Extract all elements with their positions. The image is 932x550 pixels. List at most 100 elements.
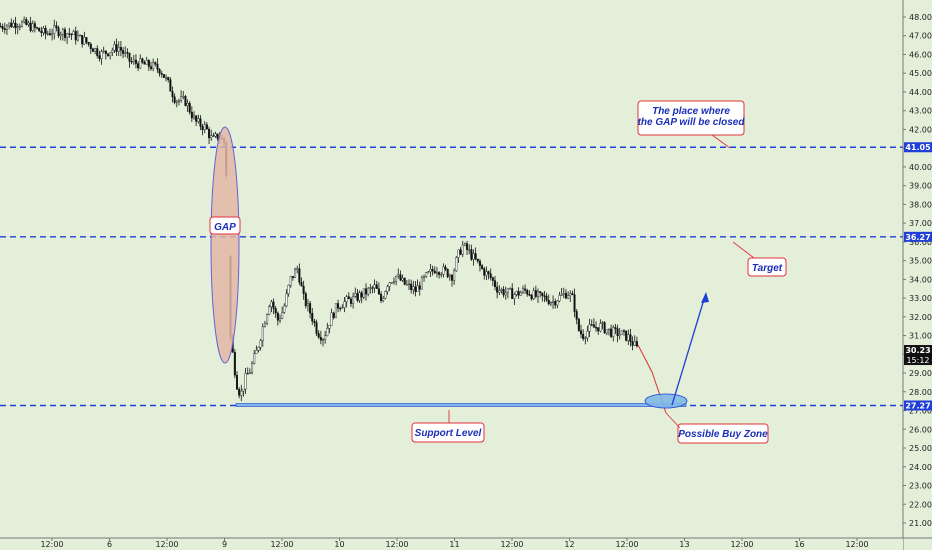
candle-body (72, 31, 75, 35)
level-price-label: 41.05 (905, 143, 931, 152)
candle-body (5, 25, 8, 31)
candle-body (440, 273, 443, 276)
annotations[interactable]: GAP Target Support Level Possible Buy Zone T… (209, 100, 787, 444)
time-tick-label: 12:00 (40, 540, 63, 549)
price-tick-label: 29.00 (909, 369, 932, 378)
candle-body (85, 37, 88, 43)
candle-body (446, 268, 449, 278)
candle-body (472, 253, 475, 260)
time-tick-label: 9 (222, 540, 227, 549)
candle-body (96, 48, 99, 56)
target-label[interactable]: Target (747, 257, 787, 277)
time-tick-label: 12:00 (730, 540, 753, 549)
candle-body (466, 243, 469, 250)
candle-body (330, 312, 333, 326)
candle-body (380, 293, 383, 301)
candle-body (433, 270, 436, 274)
candle-body (38, 27, 41, 32)
candle-body (255, 350, 258, 355)
candle-body (612, 327, 615, 337)
candle-body (102, 50, 105, 52)
candle-body (478, 260, 481, 266)
gap-close-note-text: the GAP will be closed (638, 117, 746, 128)
candle-body (147, 60, 150, 67)
candle-body (12, 22, 15, 28)
candle-body (528, 294, 531, 296)
candle-body (261, 326, 264, 341)
candle-body (451, 275, 454, 281)
price-tick-label: 28.00 (909, 388, 932, 397)
candle-body (83, 37, 86, 45)
candle-body (491, 277, 494, 281)
gap-label[interactable]: GAP (209, 216, 241, 235)
candle-body (519, 292, 522, 296)
price-axis[interactable]: 48.0047.0046.0045.0044.0043.0042.0041.00… (903, 13, 932, 528)
price-tick-label: 33.00 (909, 294, 932, 303)
candle-body (199, 118, 202, 127)
candle-body (160, 73, 163, 75)
support-label[interactable]: Support Level (411, 422, 485, 443)
candle-body (100, 51, 103, 59)
level-price-tag (904, 142, 932, 153)
candle-body (289, 276, 292, 286)
candle-body (311, 312, 314, 322)
candle-body (304, 293, 307, 307)
candle-body (74, 31, 77, 41)
level-price-tag (904, 231, 932, 242)
time-tick-label: 13 (679, 540, 689, 549)
projection-arrow-head (701, 292, 709, 303)
candle-body (79, 35, 82, 37)
candle-body (46, 33, 49, 35)
gap-label-box (209, 216, 241, 235)
gap-ellipse[interactable] (210, 126, 240, 364)
candle-body (122, 50, 125, 54)
candle-body (216, 133, 219, 139)
candle-body (317, 333, 320, 338)
candle-body (532, 290, 535, 300)
candle-body (614, 327, 617, 329)
candle-body (263, 322, 266, 328)
candle-body (399, 274, 402, 281)
candle-body (337, 303, 340, 309)
buy-zone-label[interactable]: Possible Buy Zone (677, 423, 769, 444)
candle-body (42, 27, 45, 33)
support-zone-band[interactable] (235, 403, 687, 407)
candle-body (89, 44, 92, 49)
candle-body (21, 21, 24, 27)
time-axis[interactable]: 12:00 6 12:00 9 12:00 10 12:00 11 12:00 12 12:00 13… (40, 538, 869, 549)
candle-body (618, 334, 621, 336)
candle-body (369, 287, 372, 289)
candle-body (539, 291, 542, 294)
price-tick-label: 39.00 (909, 182, 932, 191)
price-tick-label: 45.00 (909, 69, 932, 78)
time-tick-label: 12:00 (155, 540, 178, 549)
candle-body (66, 33, 69, 38)
candle-body (324, 335, 327, 340)
candle-body (386, 286, 389, 292)
time-axis-background (0, 538, 903, 550)
candle-body (248, 372, 251, 374)
candle-body (356, 293, 359, 301)
candle-body (489, 273, 492, 278)
price-tick-label: 47.00 (909, 32, 932, 41)
candle-body (590, 324, 593, 326)
candle-body (601, 322, 604, 324)
candle-body (358, 292, 361, 301)
buy-zone-ellipse[interactable] (644, 393, 688, 409)
candle-body (272, 301, 275, 309)
candle-body (435, 272, 438, 274)
candle-body (429, 269, 432, 272)
candle-body (128, 52, 131, 62)
candle-body (584, 337, 587, 339)
candle-body (281, 312, 284, 319)
price-tick-label: 32.00 (909, 313, 932, 322)
candle-body (549, 302, 552, 305)
candle-body (438, 272, 441, 275)
candle-body (560, 293, 563, 296)
candle-body (63, 29, 66, 38)
buy-zone-label-text: Possible Buy Zone (678, 429, 768, 440)
candle-body (623, 330, 626, 332)
